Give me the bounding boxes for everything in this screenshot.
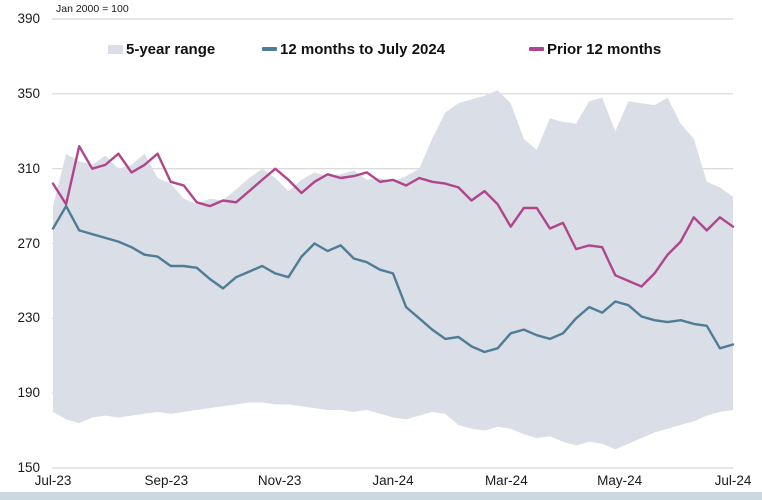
index-base-note: Jan 2000 = 100: [56, 3, 129, 15]
y-tick-label: 150: [17, 460, 40, 475]
legend-label-prior: Prior 12 months: [547, 40, 662, 58]
y-tick-label: 230: [17, 310, 40, 326]
chart-legend: 5-year range 12 months to July 2024 Prio…: [0, 39, 762, 59]
y-tick-label: 390: [17, 11, 40, 26]
x-tick-label: Sep-23: [144, 473, 189, 488]
current-line-swatch-icon: [262, 47, 277, 51]
prior-line-swatch-icon: [529, 47, 544, 51]
x-tick-label: Jul-24: [714, 473, 752, 488]
legend-item-current: 12 months to July 2024: [262, 39, 445, 59]
x-tick-label: Jul-23: [34, 473, 72, 488]
range-swatch-icon: [108, 44, 123, 54]
legend-label-range: 5-year range: [126, 40, 216, 58]
x-tick-label: Jan-24: [372, 473, 414, 488]
y-tick-label: 190: [17, 385, 40, 401]
series-line-current: [51, 204, 735, 354]
legend-label-current: 12 months to July 2024: [280, 40, 446, 58]
x-tick-label: Nov-23: [257, 473, 302, 488]
y-tick-label: 270: [17, 235, 40, 251]
x-tick-label: May-24: [597, 473, 643, 488]
x-tick-label: Mar-24: [484, 473, 528, 488]
five-year-range-band: [53, 90, 733, 450]
y-tick-label: 310: [17, 160, 40, 176]
y-tick-label: 350: [17, 85, 40, 101]
series-line-prior: [51, 145, 735, 288]
bottom-strip: [0, 492, 762, 500]
legend-item-range: 5-year range: [108, 39, 215, 59]
legend-item-prior: Prior 12 months: [529, 39, 661, 59]
